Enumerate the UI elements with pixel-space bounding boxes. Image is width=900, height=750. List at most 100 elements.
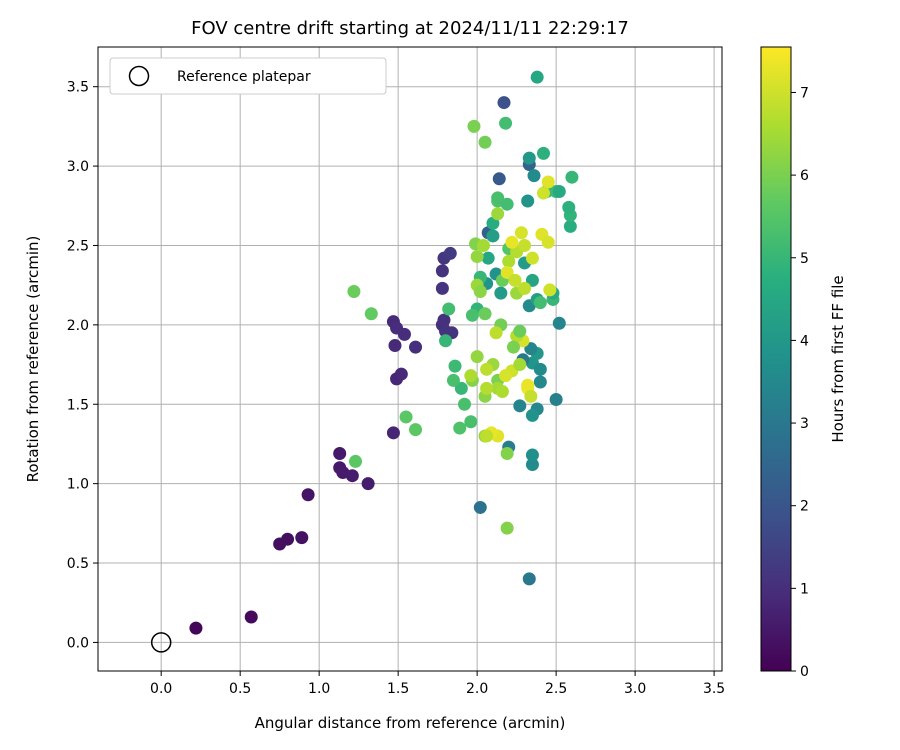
data-point	[525, 251, 539, 265]
data-point	[518, 238, 532, 252]
colorbar-gradient	[760, 46, 792, 672]
data-point	[513, 399, 527, 413]
reference-platepar-marker	[150, 632, 172, 653]
data-point	[505, 235, 519, 249]
colorbar-tick-label: 1	[800, 581, 809, 597]
colorbar-tick-label: 7	[800, 85, 809, 101]
data-point	[506, 340, 520, 354]
data-point	[464, 369, 478, 383]
x-tick-label: 0.0	[150, 681, 172, 697]
data-point	[458, 397, 472, 411]
data-point	[465, 308, 479, 322]
data-point	[495, 385, 509, 399]
data-point	[348, 454, 362, 468]
data-point	[453, 421, 467, 435]
data-point	[522, 151, 536, 165]
x-axis-label: Angular distance from reference (arcmin)	[255, 714, 566, 732]
data-point	[473, 500, 487, 514]
data-point	[409, 340, 423, 354]
data-point	[525, 408, 539, 422]
data-point	[301, 488, 315, 502]
data-point	[442, 302, 456, 316]
data-point	[525, 273, 539, 287]
data-point	[473, 285, 487, 299]
data-point	[536, 186, 550, 200]
y-tick-label: 1.0	[67, 477, 89, 493]
data-point	[244, 610, 258, 624]
data-point	[480, 381, 494, 395]
data-point	[399, 410, 413, 424]
legend-box	[109, 57, 387, 95]
data-point	[552, 316, 566, 330]
data-point	[549, 392, 563, 406]
x-tick-label: 2.0	[466, 681, 488, 697]
x-axis-ticks: 0.0 0.5 1.0 1.5 2.0 2.5 3.0 3.5	[150, 671, 725, 697]
data-point	[481, 251, 495, 265]
colorbar: 0 1 2 3 4 5 6 7 Hours from first FF file	[760, 46, 847, 680]
data-point	[533, 296, 547, 310]
colorbar-tick-label: 5	[800, 251, 809, 267]
x-tick-label: 0.5	[229, 681, 251, 697]
data-point	[565, 170, 579, 184]
data-point	[500, 197, 514, 211]
data-point	[476, 238, 490, 252]
data-point	[530, 70, 544, 84]
data-point	[397, 327, 411, 341]
data-point	[437, 313, 451, 327]
data-point	[489, 326, 503, 340]
colorbar-tick-label: 0	[800, 664, 809, 680]
data-point	[533, 375, 547, 389]
data-point	[562, 200, 576, 214]
data-point	[502, 254, 516, 268]
data-points	[189, 70, 579, 635]
data-point	[514, 226, 528, 240]
x-tick-label: 1.0	[308, 681, 330, 697]
data-point	[541, 175, 555, 189]
data-point	[364, 307, 378, 321]
data-point	[470, 350, 484, 364]
data-point	[388, 339, 402, 353]
data-point	[518, 281, 532, 295]
data-point	[435, 281, 449, 295]
data-point	[491, 191, 505, 205]
data-point	[467, 119, 481, 133]
y-tick-label: 2.5	[67, 238, 89, 254]
data-point	[563, 219, 577, 233]
data-point	[409, 423, 423, 437]
data-point	[345, 469, 359, 483]
colorbar-tick-label: 3	[800, 416, 809, 432]
data-point	[524, 342, 538, 356]
data-point	[361, 477, 375, 491]
y-tick-label: 2.0	[67, 318, 89, 334]
chart-title: FOV centre drift starting at 2024/11/11 …	[191, 18, 629, 39]
y-axis-label: Rotation from reference (arcmin)	[24, 236, 42, 483]
data-point	[454, 381, 468, 395]
colorbar-tick-label: 4	[800, 333, 809, 349]
data-point	[448, 359, 462, 373]
data-point	[521, 194, 535, 208]
data-point	[478, 135, 492, 149]
data-point	[386, 426, 400, 440]
data-point	[347, 285, 361, 299]
data-point	[464, 415, 478, 429]
data-point	[525, 458, 539, 472]
plot-area-frame	[97, 46, 723, 672]
colorbar-tick-label: 6	[800, 168, 809, 184]
data-point	[552, 184, 566, 198]
y-tick-label: 1.5	[67, 397, 89, 413]
data-point	[541, 235, 555, 249]
data-point	[543, 283, 557, 297]
y-tick-label: 3.5	[67, 80, 89, 96]
data-point	[281, 532, 295, 546]
data-point	[508, 273, 522, 287]
data-point	[524, 389, 538, 403]
data-point	[536, 146, 550, 160]
data-point	[478, 307, 492, 321]
data-point	[470, 250, 484, 264]
data-point	[513, 324, 527, 338]
colorbar-label: Hours from first FF file	[829, 275, 847, 442]
y-axis-ticks: 0.0 0.5 1.0 1.5 2.0 2.5 3.0 3.5	[67, 80, 98, 651]
data-point	[499, 116, 513, 130]
y-tick-label: 3.0	[67, 159, 89, 175]
